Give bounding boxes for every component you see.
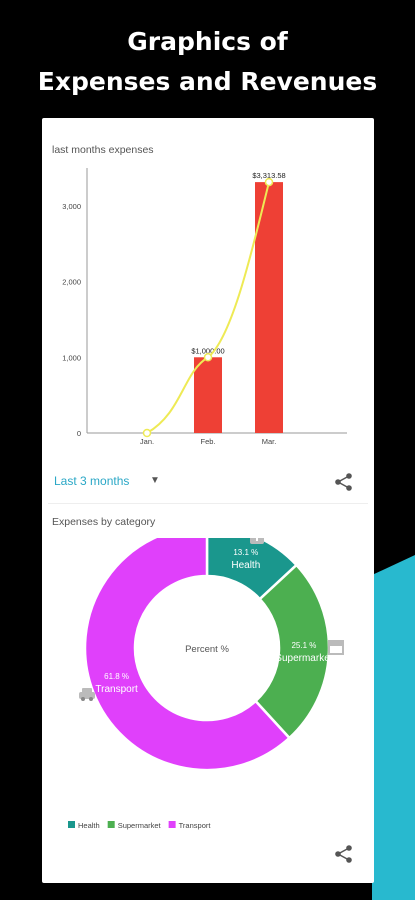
slice-name-label: Supermarket <box>275 653 332 664</box>
y-tick-label: 1,000 <box>62 353 81 362</box>
expenses-chart-title: last months expenses <box>52 144 154 156</box>
period-select[interactable]: Last 3 months <box>54 474 130 488</box>
headline: Graphics of Expenses and Revenues <box>0 22 415 102</box>
legend-label: Transport <box>179 821 212 830</box>
bar-feb <box>194 357 222 433</box>
legend-label: Supermarket <box>118 821 162 830</box>
legend-swatch <box>107 821 115 828</box>
slice-percent-label: 13.1 % <box>233 548 258 557</box>
headline-line-1: Graphics of <box>127 27 288 56</box>
x-tick-label: Feb. <box>200 437 215 446</box>
share-icon[interactable] <box>334 472 354 492</box>
y-tick-label: 2,000 <box>62 278 81 287</box>
store-icon <box>328 640 344 655</box>
plus-box-icon <box>250 538 264 544</box>
slice-transport <box>83 538 292 772</box>
trend-point <box>203 353 213 362</box>
legend-label: Health <box>78 821 100 830</box>
divider <box>48 503 368 504</box>
y-tick-label: 3,000 <box>62 202 81 211</box>
data-label: $1,000.00 <box>191 346 224 355</box>
y-tick-label: 0 <box>77 429 81 438</box>
x-tick-label: Mar. <box>262 437 277 446</box>
slice-percent-label: 61.8 % <box>104 672 129 681</box>
headline-line-2: Expenses and Revenues <box>37 67 378 96</box>
slice-name-label: Transport <box>95 684 138 695</box>
expenses-bar-chart: 0 1,000 2,000 3,000 Jan. $1,000.00 Feb. $3,313.… <box>62 168 347 446</box>
donut-center-label: Percent % <box>185 644 229 655</box>
legend-swatch <box>168 821 176 828</box>
category-chart-title: Expenses by category <box>52 516 156 528</box>
category-donut-chart: 13.1 % Health 25.1 % Supermarket 61.8 % Trans… <box>68 538 344 830</box>
x-tick-label: Jan. <box>140 437 154 446</box>
legend-swatch <box>68 821 75 828</box>
share-icon[interactable] <box>334 844 354 864</box>
trend-point <box>142 428 152 438</box>
slice-percent-label: 25.1 % <box>291 641 316 650</box>
triangle-down-icon[interactable]: ▼ <box>150 475 160 486</box>
slice-name-label: Health <box>231 560 260 571</box>
car-icon <box>79 688 95 701</box>
trend-point <box>264 177 274 187</box>
chart-card: last months expenses 0 1,000 2,000 3,000 Jan… <box>42 118 374 883</box>
data-label: $3,313.58 <box>252 171 285 180</box>
